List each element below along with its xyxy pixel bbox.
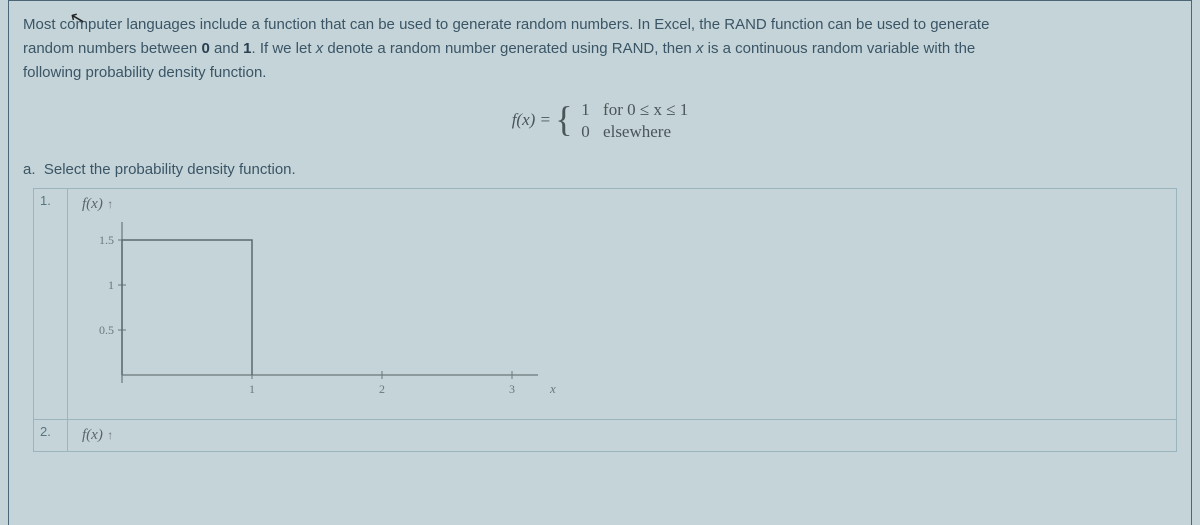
option-1-chart: 1 2 3 x 0.5 1 1.5 (82, 215, 562, 415)
intro-line2c: denote a random number generated using R… (323, 40, 696, 57)
question-container: Most computer languages include a functi… (8, 0, 1192, 525)
intro-line2d: is a continuous random variable with the (703, 40, 975, 57)
intro-line3: following probability density function. (23, 64, 266, 81)
svg-text:3: 3 (509, 382, 515, 396)
svg-text:x: x (549, 381, 556, 396)
option-2-number: 2. (34, 420, 68, 451)
eq-case1-val: 1 (577, 99, 595, 121)
option-2-fx-label: f(x) (82, 427, 103, 443)
pdf-chart-svg: 1 2 3 x 0.5 1 1.5 (82, 215, 562, 405)
option-2[interactable]: 2. f(x) ↑ (33, 420, 1177, 452)
arrow-up-icon: ↑ (107, 197, 113, 211)
arrow-up-icon: ↑ (107, 428, 113, 442)
option-1-fx-label: f(x) (82, 196, 103, 212)
intro-and: and (210, 40, 243, 57)
intro-line2a: random numbers between (23, 40, 201, 57)
part-a-text: Select the probability density function. (44, 161, 296, 178)
equation-lhs: f(x) = (512, 110, 556, 129)
intro-zero: 0 (201, 40, 209, 57)
eq-case2-val: 0 (577, 121, 595, 143)
option-1[interactable]: 1. f(x) ↑ 1 2 3 x 0.5 1 1.5 (33, 188, 1177, 420)
part-a-label: a. (23, 161, 36, 178)
svg-text:0.5: 0.5 (99, 323, 114, 337)
brace-icon: { (555, 99, 572, 139)
svg-text:2: 2 (379, 382, 385, 396)
eq-case1-cond: for 0 ≤ x ≤ 1 (603, 100, 688, 119)
option-1-number: 1. (34, 189, 68, 419)
intro-line1: Most computer languages include a functi… (23, 16, 989, 33)
intro-line2b: . If we let (252, 40, 316, 57)
equation-block: f(x) = { 1 for 0 ≤ x ≤ 1 0 elsewhere (23, 99, 1177, 143)
intro-one: 1 (243, 40, 251, 57)
part-a-prompt: a. Select the probability density functi… (23, 161, 1177, 178)
options-list: 1. f(x) ↑ 1 2 3 x 0.5 1 1.5 2. f(x) ↑ (33, 188, 1177, 452)
svg-text:1: 1 (249, 382, 255, 396)
svg-text:1.5: 1.5 (99, 233, 114, 247)
intro-paragraph: Most computer languages include a functi… (23, 13, 1177, 85)
eq-case2-cond: elsewhere (603, 122, 671, 141)
svg-text:1: 1 (108, 278, 114, 292)
